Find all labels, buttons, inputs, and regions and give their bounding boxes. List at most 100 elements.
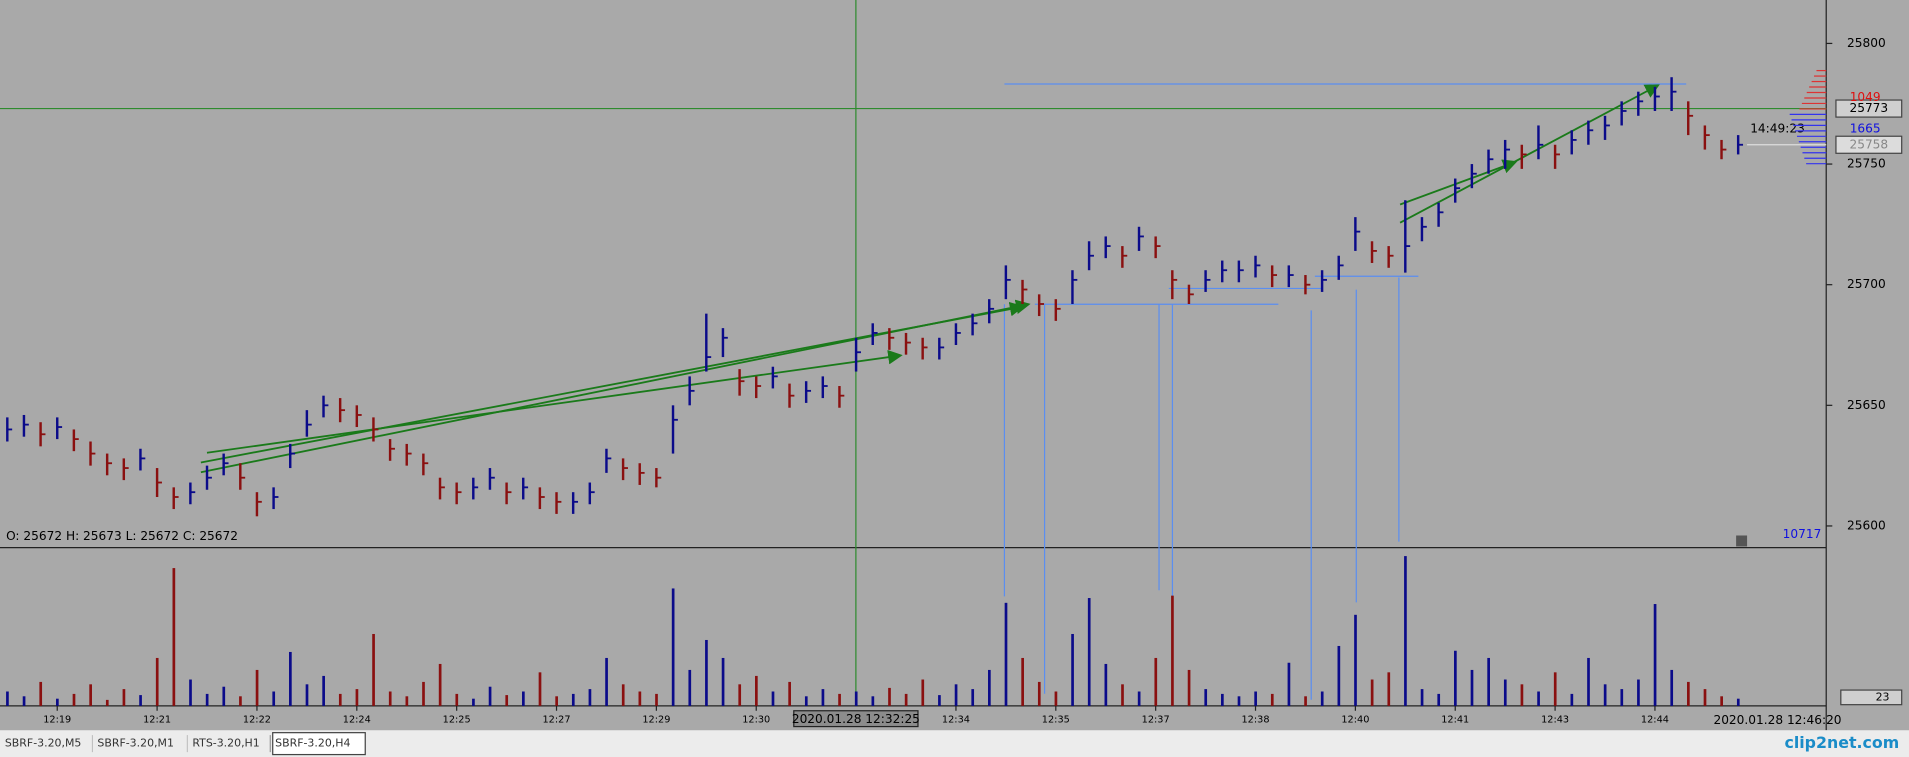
volume-bar xyxy=(305,684,309,706)
volume-bar xyxy=(505,695,509,706)
volume-bar xyxy=(1387,672,1391,706)
volume-bar xyxy=(1154,657,1158,706)
volume-bar xyxy=(405,696,409,706)
x-tick-label: 12:22 xyxy=(243,714,271,725)
tab-bg[interactable] xyxy=(187,732,271,755)
volume-bar xyxy=(289,651,292,706)
volume-bar xyxy=(422,681,425,706)
x-tick-label: 12:21 xyxy=(143,714,171,725)
volume-bar xyxy=(954,684,958,706)
tab-bg[interactable] xyxy=(272,732,366,756)
volume-bar xyxy=(1221,693,1224,706)
volume-bar xyxy=(705,639,708,706)
volume-bar xyxy=(1204,689,1208,706)
volume-bar xyxy=(39,681,43,706)
volume-bar xyxy=(1637,679,1640,706)
volume-bar xyxy=(788,681,791,706)
x-tick-label: 12:40 xyxy=(1341,714,1369,725)
volume-bar xyxy=(1537,691,1540,706)
volume-bar xyxy=(372,633,375,706)
volume-bar xyxy=(1287,662,1291,706)
trend-arrow xyxy=(1399,84,1660,224)
volume-bar xyxy=(89,684,92,706)
volume-bar xyxy=(72,693,76,706)
volume-bar xyxy=(139,695,142,706)
tab[interactable]: SBRF-3.20,M5 xyxy=(5,737,82,750)
x-tick-label: 12:34 xyxy=(942,714,970,725)
volume-bar xyxy=(1004,602,1008,706)
volume-bar xyxy=(522,691,525,706)
volume-bar xyxy=(1420,689,1424,706)
y-tick-label: 25600 xyxy=(1847,518,1886,532)
crosshair-price: 25773 xyxy=(1849,101,1888,115)
profile-ask: 1049 xyxy=(1850,90,1881,104)
volume-bar xyxy=(1603,684,1607,706)
volume-bar xyxy=(1054,691,1058,706)
x-tick-label: 12:24 xyxy=(343,714,371,725)
volume-bar xyxy=(1187,669,1191,706)
cursor-time-box xyxy=(793,710,919,728)
volume-bar xyxy=(1137,691,1141,706)
ohlc-readout: O: 25672 H: 25673 L: 25672 C: 25672 xyxy=(6,529,238,543)
crosshair-price-box xyxy=(1835,99,1903,118)
volume-bar xyxy=(388,691,392,706)
volume-bar xyxy=(755,675,758,706)
tab[interactable]: SBRF-3.20,M1 xyxy=(97,737,174,750)
volume-bar xyxy=(1736,698,1740,706)
volume-bar xyxy=(1404,556,1407,706)
volume-bar xyxy=(338,693,342,706)
volume-bar xyxy=(189,679,192,706)
y-tick-label: 25700 xyxy=(1847,277,1886,291)
volume-bar xyxy=(1337,645,1341,706)
volume-bar xyxy=(488,686,492,706)
volume-bar xyxy=(1254,691,1257,706)
volume-bar xyxy=(172,568,176,706)
volume-bar xyxy=(688,669,692,706)
volume-bar xyxy=(1703,689,1707,706)
volume-bar xyxy=(571,693,575,706)
volume-bar xyxy=(105,699,109,706)
volume-bar xyxy=(938,695,941,706)
tab-bg[interactable] xyxy=(0,732,93,755)
volume-bar xyxy=(1520,684,1524,706)
x-tick-label: 12:25 xyxy=(443,714,471,725)
tab-bg[interactable] xyxy=(92,732,188,755)
volume-bar xyxy=(854,691,858,706)
watermark: clip2net.com xyxy=(1784,733,1899,752)
volume-last-box xyxy=(1840,689,1903,706)
volume-bar xyxy=(1171,595,1174,706)
last-price-box xyxy=(1835,135,1903,154)
volume-bar xyxy=(239,696,242,706)
last-time: 2020.01.28 12:46:20 xyxy=(1713,713,1841,727)
volume-bar xyxy=(671,588,675,706)
volume-bar xyxy=(438,663,442,706)
volume-bar xyxy=(56,698,59,706)
volume-bar xyxy=(738,684,742,706)
x-tick-label: 12:30 xyxy=(742,714,770,725)
volume-bar xyxy=(871,696,875,706)
volume-bar xyxy=(1121,684,1124,706)
volume-bar xyxy=(1104,663,1108,706)
volume-bar xyxy=(555,696,558,706)
tab[interactable]: SBRF-3.20,H4 xyxy=(275,737,350,750)
volume-bar xyxy=(222,686,226,706)
volume-bar xyxy=(1087,598,1091,706)
volume-bar xyxy=(588,689,592,706)
cursor-time: 2020.01.28 12:32:25 xyxy=(792,712,920,726)
volume-bar xyxy=(1620,689,1624,706)
volume-bar xyxy=(1454,650,1457,706)
profile-bid: 1665 xyxy=(1850,122,1881,136)
volume-bar xyxy=(621,684,625,706)
y-tick-label: 25650 xyxy=(1847,398,1886,412)
volume-bar xyxy=(255,669,259,706)
tab[interactable]: RTS-3.20,H1 xyxy=(192,737,259,750)
x-tick-label: 12:27 xyxy=(543,714,571,725)
volume-bar xyxy=(1354,614,1357,706)
trend-arrow xyxy=(1399,159,1518,206)
x-tick-label: 12:29 xyxy=(642,714,670,725)
volume-bar xyxy=(1553,672,1557,706)
x-tick-label: 12:19 xyxy=(43,714,71,725)
volume-bar xyxy=(721,657,725,706)
x-tick-label: 12:38 xyxy=(1242,714,1270,725)
